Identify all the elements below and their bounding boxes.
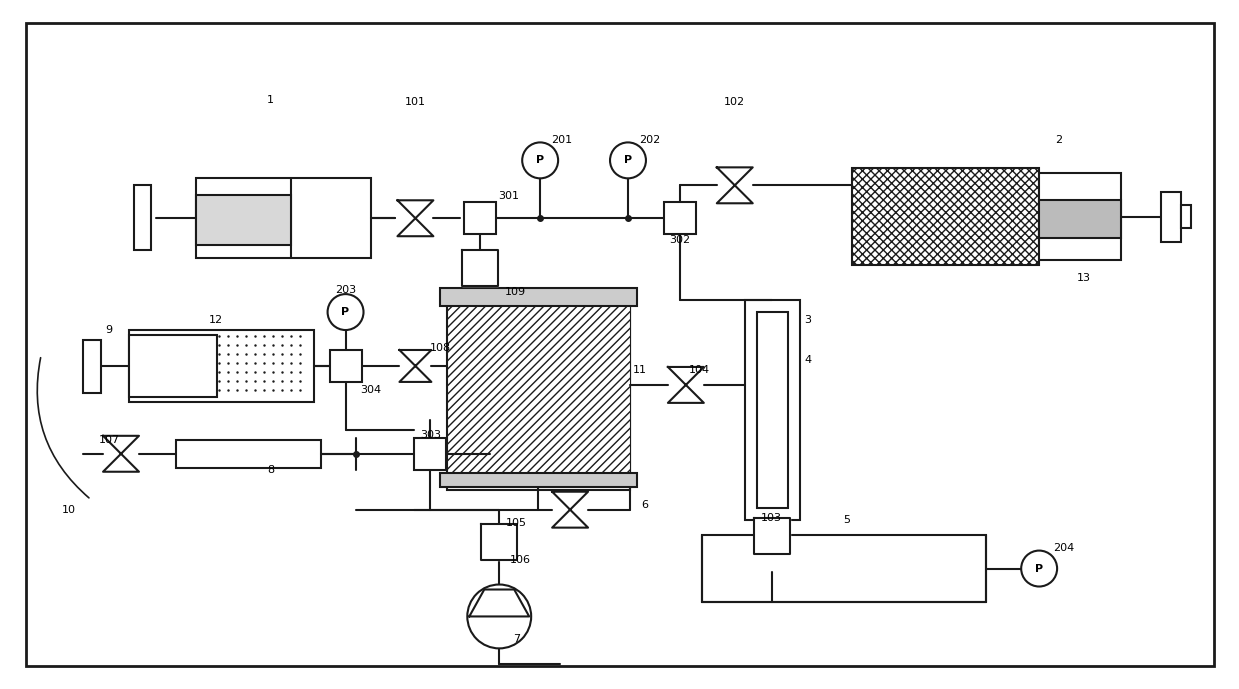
Bar (447, 298, 629, 490)
Bar (1040, 174, 1121, 260)
Text: 2: 2 (1056, 136, 1063, 145)
Text: 102: 102 (725, 97, 746, 107)
Bar (414, 438, 446, 470)
Polygon shape (462, 250, 498, 286)
Text: 302: 302 (669, 235, 690, 245)
Bar (134, 185, 151, 250)
Text: 13: 13 (1077, 273, 1092, 283)
Text: 304: 304 (361, 385, 382, 395)
Bar (330, 350, 362, 382)
Bar (701, 535, 986, 602)
Text: 203: 203 (335, 285, 356, 295)
Bar (1040, 200, 1121, 238)
Text: 104: 104 (689, 365, 710, 375)
Polygon shape (398, 200, 434, 236)
Text: P: P (1035, 564, 1043, 573)
Bar (757, 312, 788, 508)
Text: 101: 101 (405, 97, 426, 107)
Bar (1161, 192, 1181, 243)
Bar (196, 178, 370, 258)
Text: 7: 7 (513, 635, 520, 644)
Text: 1: 1 (268, 96, 274, 105)
Text: 3: 3 (804, 315, 812, 325)
Circle shape (467, 584, 532, 648)
Text: 107: 107 (98, 435, 120, 445)
Text: 204: 204 (1053, 543, 1074, 553)
Text: 201: 201 (551, 136, 572, 145)
Circle shape (1021, 551, 1057, 586)
Text: 202: 202 (639, 136, 660, 145)
Bar (745, 300, 799, 520)
Bar (440, 288, 637, 306)
Polygon shape (553, 492, 589, 528)
Circle shape (327, 294, 363, 330)
Polygon shape (481, 524, 517, 559)
Text: P: P (342, 307, 349, 317)
Bar (176, 440, 321, 468)
Text: 105: 105 (506, 517, 527, 528)
Text: 4: 4 (804, 355, 812, 365)
Polygon shape (717, 167, 753, 203)
Text: 106: 106 (509, 555, 530, 564)
Text: 12: 12 (208, 315, 223, 325)
Polygon shape (470, 590, 529, 617)
Circle shape (522, 143, 558, 178)
Text: 9: 9 (105, 325, 113, 335)
Text: 5: 5 (844, 515, 850, 524)
Bar (129, 335, 217, 397)
Bar (851, 168, 1040, 265)
Text: P: P (536, 156, 544, 165)
Polygon shape (668, 367, 704, 403)
Polygon shape (103, 436, 139, 472)
Circle shape (610, 143, 646, 178)
Text: 6: 6 (642, 500, 648, 510)
Bar (83, 340, 102, 393)
Bar (196, 195, 291, 245)
Bar (465, 203, 497, 234)
Text: 109: 109 (504, 287, 525, 297)
Text: 8: 8 (268, 465, 274, 475)
Polygon shape (399, 350, 431, 382)
Text: 103: 103 (761, 513, 782, 523)
Text: 11: 11 (633, 365, 647, 375)
Text: 303: 303 (420, 430, 441, 440)
Polygon shape (753, 517, 789, 553)
Text: 108: 108 (430, 343, 451, 353)
Bar (1181, 205, 1191, 228)
Text: P: P (624, 156, 632, 165)
Bar (447, 298, 629, 473)
Bar (664, 203, 696, 234)
Bar (440, 473, 637, 486)
Bar (129, 330, 313, 402)
Text: 10: 10 (62, 504, 76, 515)
Text: 301: 301 (498, 192, 519, 201)
